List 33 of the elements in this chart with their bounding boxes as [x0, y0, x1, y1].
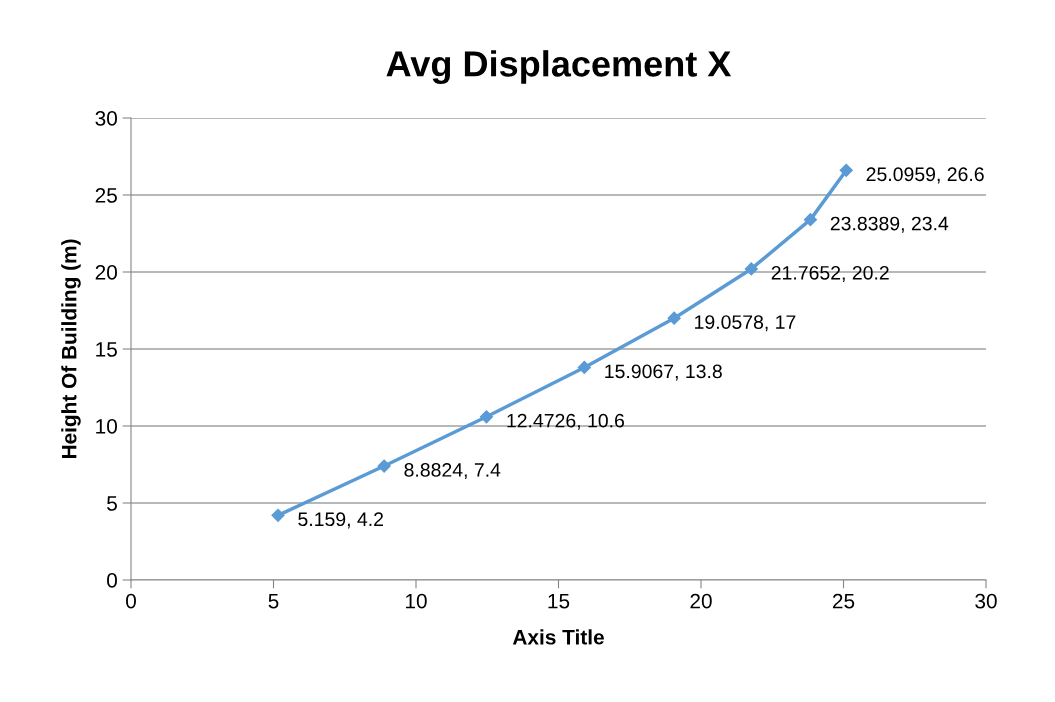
x-tick-label: 20	[690, 593, 712, 609]
y-tick-label: 0	[107, 573, 117, 588]
y-tick-label: 5	[107, 496, 117, 511]
x-tick-label: 15	[548, 593, 570, 609]
point	[803, 213, 817, 227]
point	[377, 459, 391, 473]
y-tick-label: 20	[95, 265, 117, 280]
y-tick-label: 25	[95, 188, 117, 203]
point	[577, 360, 591, 375]
x-tick-label: 30	[975, 593, 997, 609]
data-label: 12.4726, 10.6	[507, 413, 624, 430]
point	[271, 508, 285, 522]
data-label: 15.9067, 13.8	[605, 364, 722, 381]
data-label: 5.159, 4.2	[298, 512, 383, 529]
point	[744, 262, 758, 276]
y-tick-label: 15	[96, 342, 117, 357]
x-tick-label: 25	[832, 593, 855, 609]
data-label: 25.0959, 26.6	[866, 167, 984, 184]
point	[479, 410, 494, 424]
y-tick-label: 30	[95, 111, 117, 126]
point	[667, 311, 681, 325]
point	[839, 163, 853, 177]
x-tick-label: 5	[268, 593, 279, 609]
data-label: 8.8824, 7.4	[404, 463, 501, 480]
data-label: 23.8389, 23.4	[830, 216, 949, 233]
y-axis-title: Height Of Building (m)	[61, 239, 81, 459]
data-label: 19.0578, 17	[695, 315, 796, 332]
x-tick-label: 10	[406, 593, 427, 609]
x-axis-title: Axis Title	[512, 629, 604, 645]
x-tick-label: 0	[126, 593, 136, 609]
y-tick-label: 10	[96, 419, 117, 434]
chart-title: Avg Displacement X	[386, 50, 732, 84]
data-label: 21.7652, 20.2	[771, 265, 889, 282]
